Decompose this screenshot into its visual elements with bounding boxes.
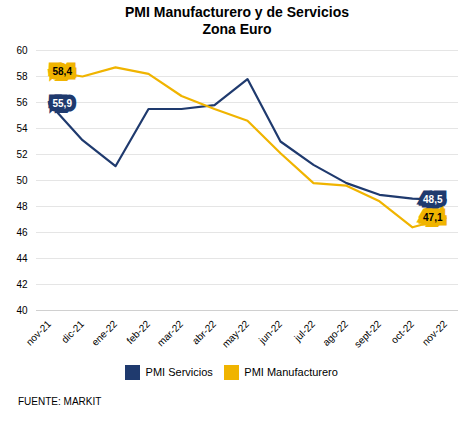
svg-text:60: 60 bbox=[16, 44, 28, 55]
svg-text:ene-22: ene-22 bbox=[89, 318, 119, 348]
svg-text:feb-22: feb-22 bbox=[124, 318, 152, 346]
html-text:PMI Manufacturero: PMI Manufacturero bbox=[244, 366, 338, 379]
html-text:PMI Servicios: PMI Servicios bbox=[145, 366, 213, 379]
html-text:FUENTE: MARKIT: FUENTE: MARKIT bbox=[18, 396, 102, 408]
svg-text:mar-22: mar-22 bbox=[155, 318, 185, 348]
svg-text:oct-22: oct-22 bbox=[389, 318, 417, 346]
svg-text:nov-21: nov-21 bbox=[24, 318, 54, 348]
svg-text:sept-22: sept-22 bbox=[352, 318, 384, 350]
svg-text:abr-22: abr-22 bbox=[190, 318, 219, 347]
svg-text:50: 50 bbox=[16, 174, 28, 185]
svg-text:54: 54 bbox=[16, 122, 28, 133]
svg-text:jun-22: jun-22 bbox=[256, 318, 284, 346]
svg-text:46: 46 bbox=[16, 226, 28, 237]
svg-text:48,5: 48,5 bbox=[423, 194, 443, 205]
svg-text:52: 52 bbox=[16, 148, 28, 159]
svg-text:58,4: 58,4 bbox=[53, 65, 73, 76]
svg-text:40: 40 bbox=[16, 304, 28, 315]
svg-text:47,1: 47,1 bbox=[423, 212, 443, 223]
svg-text:jul-22: jul-22 bbox=[291, 318, 317, 344]
svg-text:ago-22: ago-22 bbox=[320, 318, 350, 348]
svg-text:48: 48 bbox=[16, 200, 28, 211]
svg-text:may-22: may-22 bbox=[220, 318, 252, 350]
svg-text:dic-21: dic-21 bbox=[59, 318, 86, 345]
svg-text:44: 44 bbox=[16, 252, 28, 263]
svg-text:58: 58 bbox=[16, 70, 28, 81]
svg-text:nov-22: nov-22 bbox=[420, 318, 450, 348]
svg-text:42: 42 bbox=[16, 278, 28, 289]
html-text:PMI Manufacturero y de Servici: PMI Manufacturero y de Servicios Zona Eu… bbox=[125, 4, 349, 37]
svg-text:55,9: 55,9 bbox=[53, 98, 73, 109]
svg-text:56: 56 bbox=[16, 96, 28, 107]
